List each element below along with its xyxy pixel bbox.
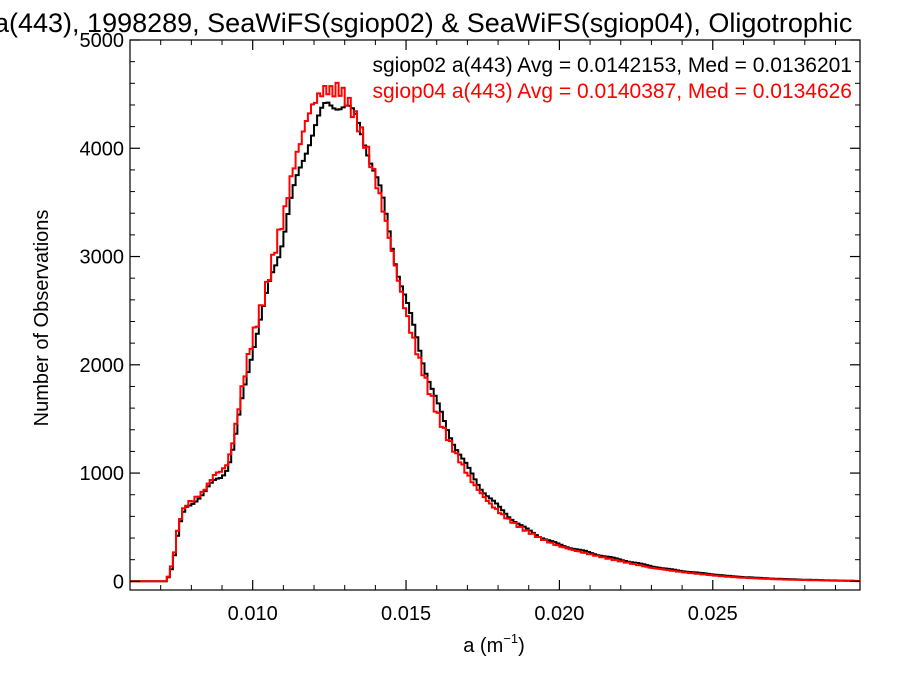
- x-axis: 0.010 0.015 0.020 0.025: [129, 40, 836, 625]
- stats-legend: sgiop02 a(443) Avg = 0.0142153, Med = 0.…: [372, 54, 852, 103]
- y-tick-label: 3000: [80, 247, 125, 269]
- y-tick-label: 2000: [80, 355, 125, 377]
- y-tick-label: 1000: [80, 463, 125, 485]
- plot-area: [129, 39, 861, 591]
- y-axis: 0 1000 2000 3000 4000 5000: [80, 30, 860, 593]
- y-axis-label: Number of Observations: [31, 210, 53, 427]
- x-tick-label: 0.010: [228, 603, 278, 625]
- x-tick-label: 0.015: [381, 603, 431, 625]
- y-tick-label: 0: [113, 571, 124, 593]
- stats-sgiop04: sgiop04 a(443) Avg = 0.0140387, Med = 0.…: [372, 80, 852, 103]
- y-tick-label: 4000: [80, 138, 125, 160]
- series-line-sgiop04: [130, 81, 860, 583]
- stats-sgiop02: sgiop02 a(443) Avg = 0.0142153, Med = 0.…: [372, 54, 852, 77]
- y-tick-label: 5000: [80, 30, 125, 52]
- x-tick-label: 0.020: [534, 603, 584, 625]
- series-layer: [130, 81, 860, 583]
- x-axis-label-superscript: −1: [503, 631, 518, 646]
- plot-frame: [129, 39, 861, 591]
- x-axis-label: a (m−1): [463, 631, 525, 657]
- x-tick-label: 0.025: [688, 603, 738, 625]
- chart-title: a(443), 1998289, SeaWiFS(sgiop02) & SeaW…: [0, 8, 852, 38]
